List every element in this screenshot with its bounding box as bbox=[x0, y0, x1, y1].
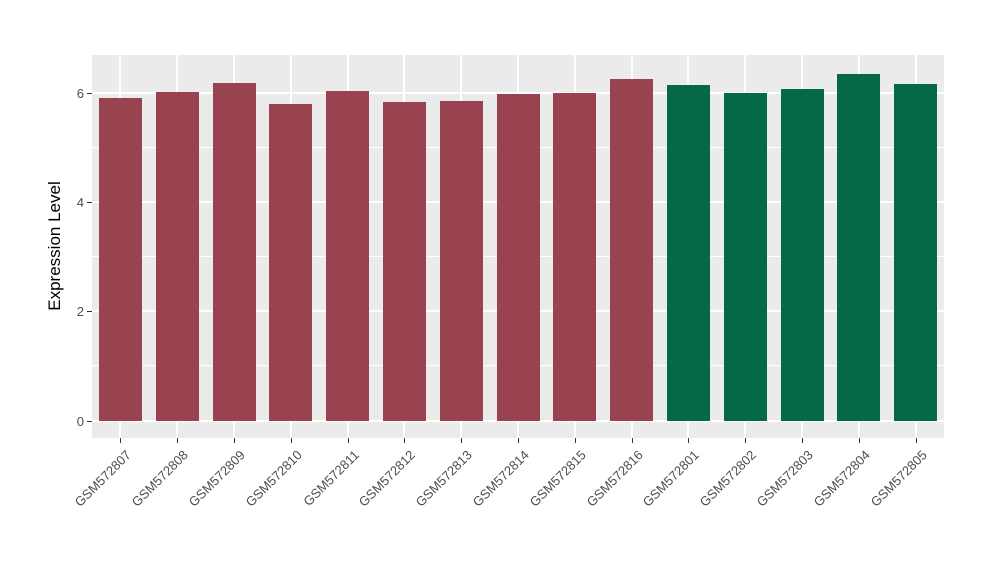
x-tick-label: GSM572804 bbox=[810, 447, 873, 510]
x-tick bbox=[347, 438, 349, 443]
x-tick bbox=[688, 438, 690, 443]
x-tick bbox=[802, 438, 803, 443]
x-tick bbox=[574, 438, 576, 443]
x-tick bbox=[461, 438, 463, 443]
bar bbox=[610, 79, 654, 421]
x-tick bbox=[290, 438, 292, 443]
x-tick-label: GSM572808 bbox=[128, 447, 192, 510]
y-tick-label: 0 bbox=[76, 413, 84, 429]
bar bbox=[780, 89, 824, 421]
y-tick bbox=[87, 202, 92, 204]
x-tick-label: GSM572802 bbox=[696, 447, 760, 510]
bar bbox=[666, 85, 710, 421]
bar bbox=[723, 93, 767, 421]
x-tick-label: GSM572815 bbox=[526, 447, 589, 510]
bar bbox=[837, 74, 881, 421]
x-tick-label: GSM572811 bbox=[299, 447, 362, 509]
bar bbox=[553, 93, 597, 421]
x-tick bbox=[858, 438, 860, 443]
plot-panel bbox=[92, 55, 944, 438]
x-tick-label: GSM572816 bbox=[583, 447, 646, 510]
x-tick bbox=[745, 438, 747, 443]
y-tick bbox=[87, 93, 92, 95]
x-tick bbox=[631, 438, 633, 443]
bar bbox=[212, 82, 256, 421]
x-tick bbox=[120, 438, 122, 443]
x-tick-label: GSM572809 bbox=[185, 447, 248, 510]
y-tick-label: 2 bbox=[76, 304, 84, 320]
bar bbox=[98, 97, 142, 421]
x-tick bbox=[177, 438, 179, 443]
x-tick-label: GSM572810 bbox=[242, 447, 305, 510]
x-tick bbox=[915, 438, 917, 443]
bar bbox=[382, 102, 426, 421]
x-tick-label: GSM572812 bbox=[356, 447, 419, 510]
bar bbox=[155, 92, 199, 421]
x-tick bbox=[234, 438, 235, 443]
bar bbox=[439, 101, 483, 421]
x-tick-label: GSM572814 bbox=[469, 447, 532, 510]
y-tick bbox=[87, 311, 92, 313]
x-tick-label: GSM572813 bbox=[412, 447, 476, 510]
x-tick-label: GSM572807 bbox=[72, 447, 135, 510]
x-tick bbox=[404, 438, 406, 443]
x-tick-label: GSM572805 bbox=[867, 447, 930, 510]
x-tick-label: GSM572801 bbox=[640, 447, 703, 510]
bar bbox=[894, 83, 938, 421]
x-tick bbox=[518, 438, 519, 443]
x-tick-label: GSM572803 bbox=[753, 447, 816, 510]
bar bbox=[326, 91, 370, 421]
bar bbox=[269, 104, 313, 421]
bar bbox=[496, 94, 540, 421]
y-tick bbox=[87, 420, 92, 422]
y-tick-label: 4 bbox=[76, 195, 84, 211]
y-tick-label: 6 bbox=[76, 86, 84, 102]
